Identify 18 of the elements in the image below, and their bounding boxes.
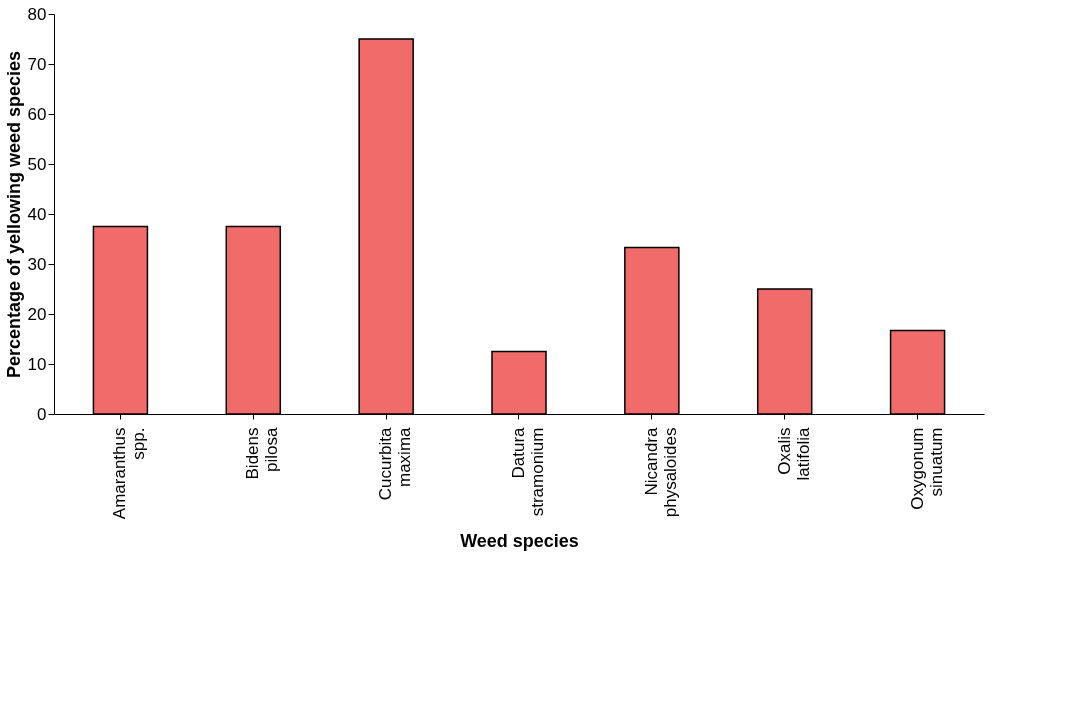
y-tick-label: 80 xyxy=(27,4,47,24)
y-tick-label: 60 xyxy=(27,104,47,124)
y-tick-label: 0 xyxy=(37,404,47,424)
y-tick-label: 40 xyxy=(27,204,47,224)
y-tick-label: 20 xyxy=(27,304,47,324)
x-tick-label: Nicandra physaloides xyxy=(641,426,680,518)
y-axis-title: Percentage of yellowing weed species xyxy=(3,50,24,379)
x-tick-label: Amaranthus spp. xyxy=(110,427,149,520)
y-tick-label: 50 xyxy=(27,154,47,174)
x-tick-label: Oxygonum sinuatum xyxy=(907,427,946,510)
x-tick-label: Oxalis latifolia xyxy=(774,426,813,481)
y-tick-label: 70 xyxy=(27,54,47,74)
x-axis-title: Weed species xyxy=(460,531,579,552)
y-tick-label: 30 xyxy=(27,254,47,274)
y-tick-label: 10 xyxy=(27,354,47,374)
x-tick-label: Bidens pilosa xyxy=(243,426,282,480)
x-tick-label: Cucurbita maxima xyxy=(376,426,415,501)
x-tick-label: Datura stramonium xyxy=(509,426,547,517)
